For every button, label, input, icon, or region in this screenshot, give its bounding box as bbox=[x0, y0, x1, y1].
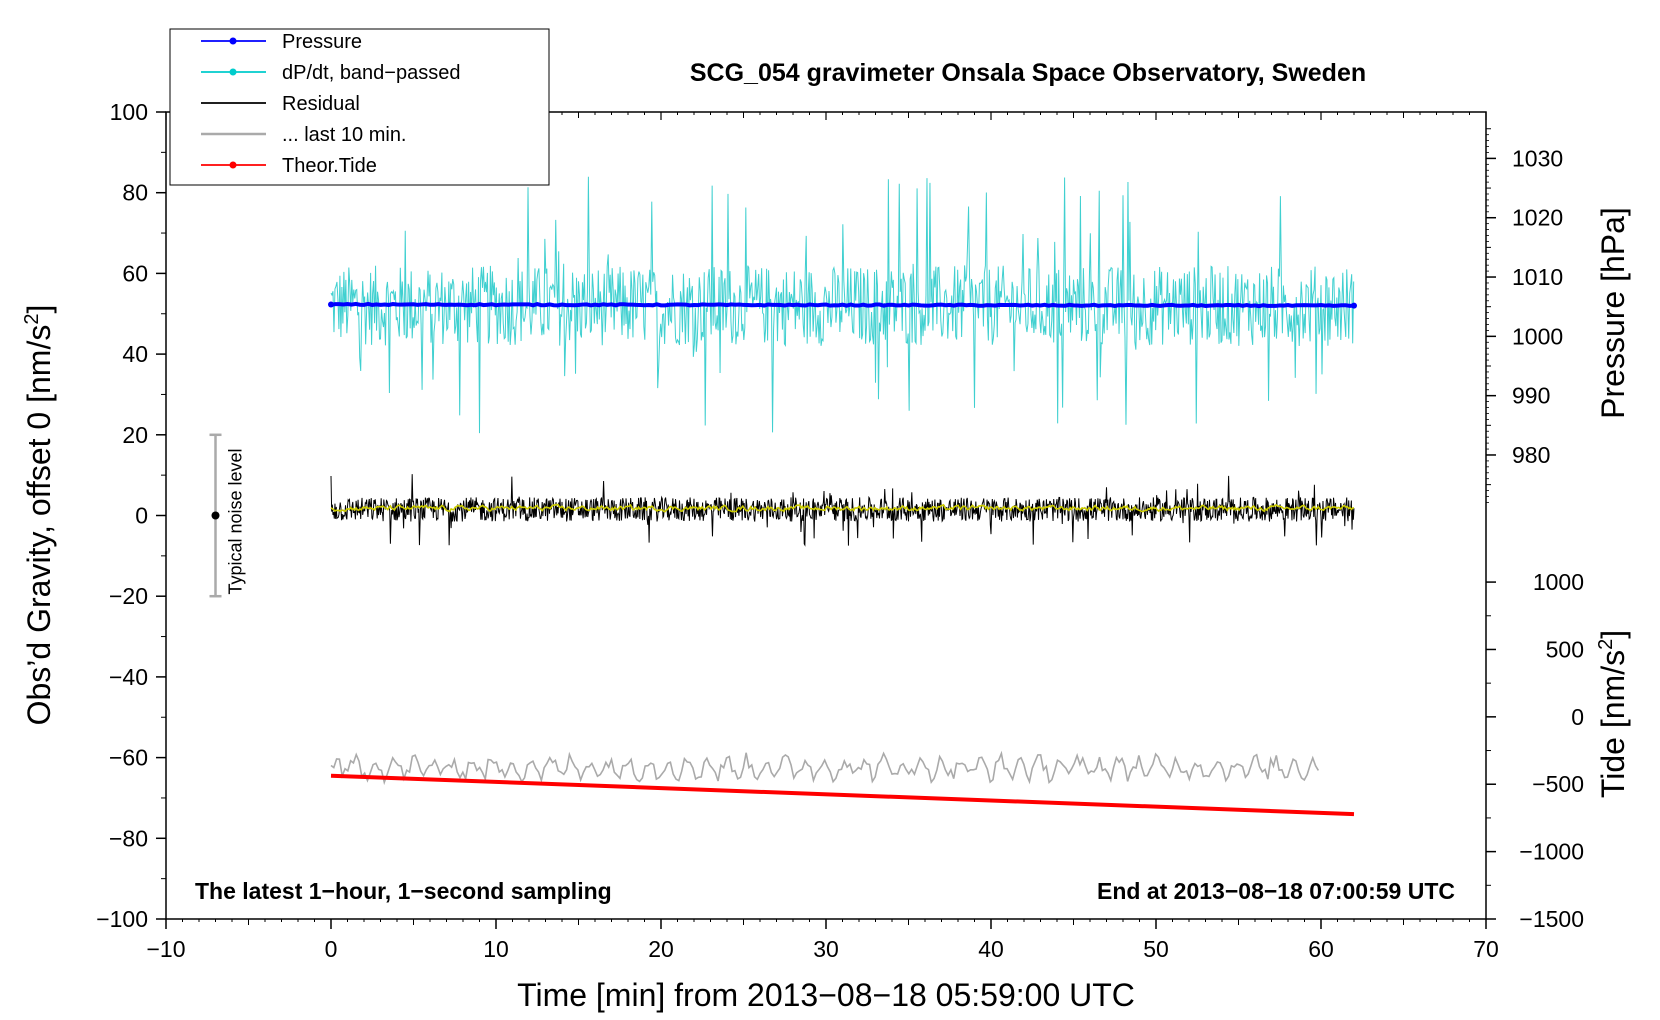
noise-center-dot bbox=[211, 511, 220, 520]
tide-axis-title-main: Tide [nm/s bbox=[1595, 650, 1631, 798]
x-tick-label: 20 bbox=[648, 936, 674, 962]
dpdt-line bbox=[330, 176, 1355, 434]
y-axis-title-left: Obs’d Gravity, offset 0 [nm/s2] bbox=[21, 305, 57, 726]
legend-label: Residual bbox=[282, 93, 360, 115]
pressure-point-end bbox=[1351, 302, 1357, 309]
y-tick-label: −80 bbox=[109, 825, 148, 851]
residual-smoothed-line bbox=[330, 503, 1355, 513]
tide-axis-title-sup: 2 bbox=[1595, 639, 1617, 650]
tide-line bbox=[330, 773, 1355, 817]
y-tick-label: 20 bbox=[122, 422, 148, 448]
plot-area bbox=[165, 111, 1487, 920]
y-tick-label: −20 bbox=[109, 583, 148, 609]
x-tick-label: 10 bbox=[483, 936, 509, 962]
tide-tick-label: −500 bbox=[1532, 771, 1584, 797]
legend-label: ... last 10 min. bbox=[282, 124, 407, 146]
noise-label: Typical noise level bbox=[226, 448, 246, 594]
residual-line bbox=[330, 474, 1355, 547]
y-tick-label: 40 bbox=[122, 341, 148, 367]
legend-label: Pressure bbox=[282, 31, 362, 53]
x-tick-label: 0 bbox=[325, 936, 338, 962]
pressure-tick-label: 1000 bbox=[1512, 323, 1563, 349]
y-axis-title-left-end: ] bbox=[21, 305, 57, 314]
y-tick-label: −60 bbox=[109, 745, 148, 771]
y-tick-label: 0 bbox=[135, 503, 148, 529]
x-tick-label: 50 bbox=[1143, 936, 1169, 962]
ticks-layer: −10 0 10 20 30 40 50 60 70−100−80−60−40−20020406… bbox=[96, 99, 1584, 962]
tide-tick-label: 500 bbox=[1546, 636, 1584, 662]
tide-tick-label: −1500 bbox=[1519, 906, 1584, 932]
legend-label: dP/dt, band−passed bbox=[282, 62, 460, 84]
noise-indicator: Typical noise level bbox=[209, 433, 246, 598]
last-10-min-line bbox=[330, 750, 1320, 786]
tide-tick-label: 0 bbox=[1571, 704, 1584, 730]
tide-tick-label: −1000 bbox=[1519, 839, 1584, 865]
pressure-tick-label: 1010 bbox=[1512, 264, 1563, 290]
x-tick-label: 60 bbox=[1308, 936, 1334, 962]
tide-axis-title-end: ] bbox=[1595, 630, 1631, 639]
tide-tick-label: 1000 bbox=[1533, 569, 1584, 595]
x-tick-label: 30 bbox=[813, 936, 839, 962]
pressure-tick-label: 1020 bbox=[1512, 205, 1563, 231]
pressure-line bbox=[330, 301, 1355, 309]
legend-label: Theor.Tide bbox=[282, 155, 377, 177]
pressure-axis-title: Pressure [hPa] bbox=[1595, 207, 1631, 419]
tide-axis-title: Tide [nm/s2] bbox=[1595, 630, 1631, 798]
legend-swatch-marker bbox=[229, 37, 237, 45]
pressure-tick-label: 990 bbox=[1512, 383, 1550, 409]
x-tick-label: 40 bbox=[978, 936, 1004, 962]
legend: Pressure dP/dt, band−passed Residual ... la… bbox=[169, 28, 550, 186]
y-axis-title-left-sup: 2 bbox=[21, 314, 43, 325]
y-tick-label: −40 bbox=[109, 664, 148, 690]
y-tick-label: 100 bbox=[110, 99, 148, 125]
y-tick-label: 60 bbox=[122, 260, 148, 286]
y-tick-label: 80 bbox=[122, 180, 148, 206]
legend-items: Pressure dP/dt, band−passed Residual ... la… bbox=[201, 31, 460, 177]
pressure-tick-label: 1030 bbox=[1512, 145, 1563, 171]
legend-box bbox=[169, 28, 550, 186]
x-tick-label: −10 bbox=[146, 936, 185, 962]
pressure-point-start bbox=[328, 301, 334, 308]
y-tick-label: −100 bbox=[96, 906, 148, 932]
x-axis-title: Time [min] from 2013−08−18 05:59:00 UTC bbox=[517, 977, 1135, 1013]
y-axis-title-left-main: Obs’d Gravity, offset 0 [nm/s bbox=[21, 325, 57, 726]
sampling-note: The latest 1−hour, 1−second sampling bbox=[195, 878, 612, 904]
end-time-note: End at 2013−08−18 07:00:59 UTC bbox=[1097, 878, 1455, 904]
legend-swatch-marker bbox=[229, 68, 237, 76]
series-layer bbox=[328, 176, 1357, 817]
pressure-tick-label: 980 bbox=[1512, 442, 1550, 468]
legend-swatch-marker bbox=[229, 161, 237, 169]
chart-title: SCG_054 gravimeter Onsala Space Observat… bbox=[690, 59, 1366, 87]
x-tick-label: 70 bbox=[1473, 936, 1499, 962]
